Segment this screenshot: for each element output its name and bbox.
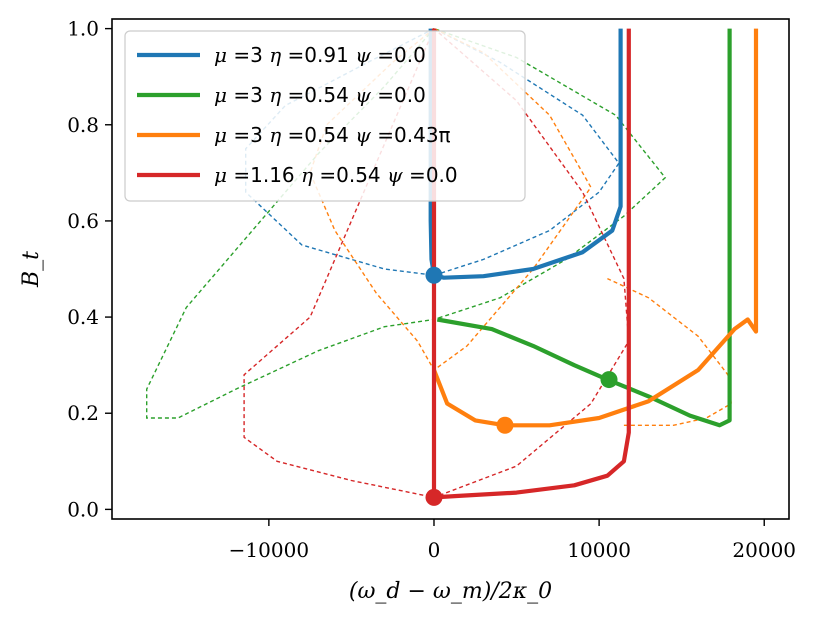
y-tick-label: 0.6 [67,209,99,233]
plot-frame [111,18,790,520]
series-3-marker [496,416,514,434]
legend-entry-1: μ =3 η =0.91 ψ =0.0 [214,43,426,67]
series-2-dashed-line [145,27,667,419]
x-tick-label: −10000 [229,538,309,562]
series-1-dashed-line [244,27,620,277]
legend-entry-4: μ =1.16 η =0.54 ψ =0.0 [214,163,458,187]
series-1-marker [425,266,443,284]
x-tick-label: 0 [428,538,441,562]
y-axis-label: B_t [19,251,44,288]
x-tick-label: 10000 [567,538,631,562]
series-4-marker [425,488,443,506]
series-4-dashed-line [243,28,630,499]
x-tick-label: 20000 [732,538,796,562]
legend-entry-3: μ =3 η =0.54 ψ =0.43π [214,123,451,147]
legend: μ =3 η =0.91 ψ =0.0 μ =3 η =0.54 ψ =0.0 μ … [124,30,526,202]
legend-box [124,30,526,202]
series-layer [145,27,759,506]
y-tick-label: 0.8 [67,113,99,137]
y-tick-label: 0.0 [67,497,99,521]
series-3-solid-line [432,28,759,428]
y-tick-label: 1.0 [67,17,99,41]
series-2-marker [600,371,618,389]
legend-entry-2: μ =3 η =0.54 ψ =0.0 [214,83,426,107]
y-tick-label: 0.4 [67,305,99,329]
series-1-solid-line [428,28,623,280]
y-tick-label: 0.2 [67,401,99,425]
ticks-layer: −10000 0 10000 20000 0.0 0.2 0.4 0.6 0.8 1.0 [67,17,796,562]
x-axis-label: (ω_d − ω_m)/2κ_0 [349,579,552,604]
